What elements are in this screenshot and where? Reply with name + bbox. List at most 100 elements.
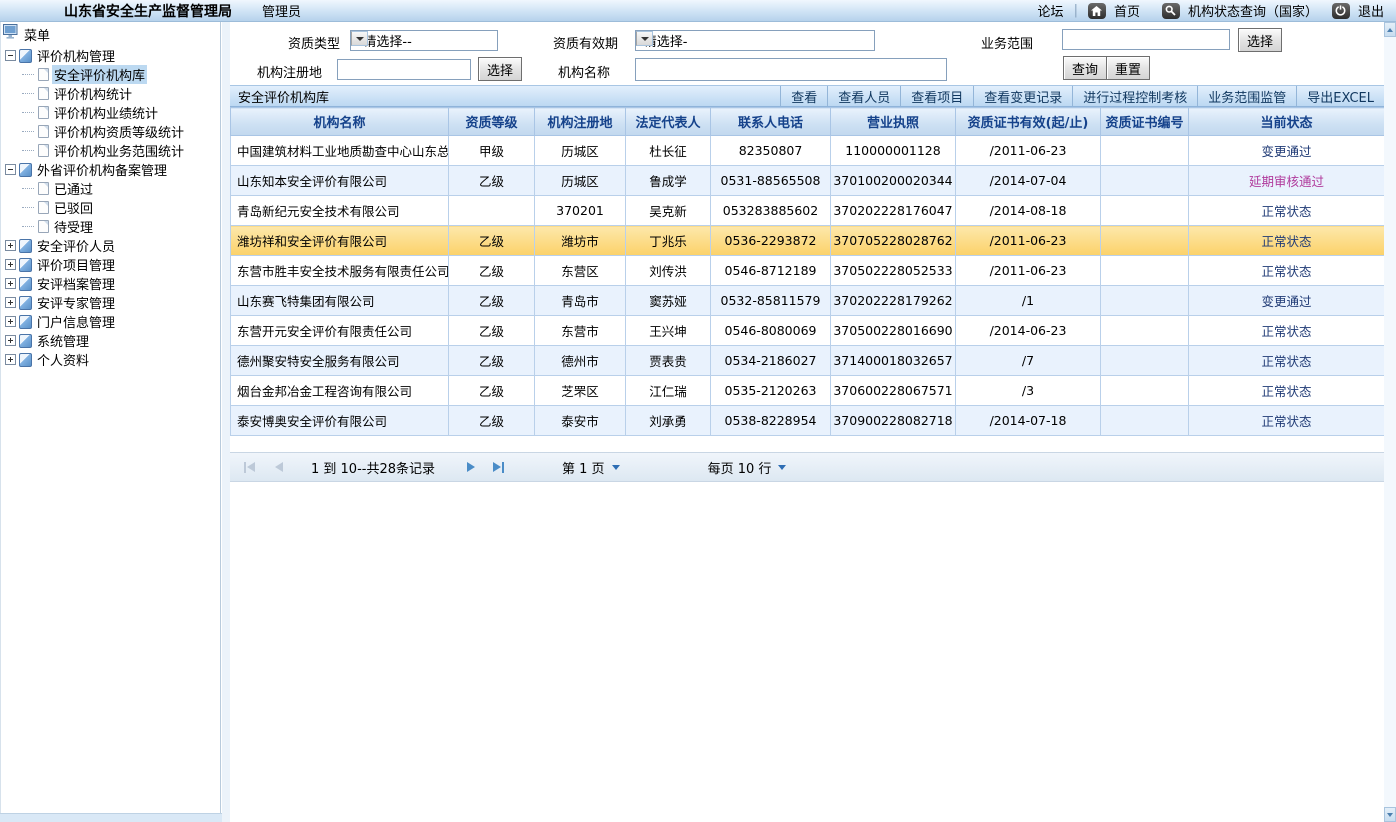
- tree-item[interactable]: 系统管理: [1, 331, 220, 350]
- tree-item[interactable]: 已通过: [1, 179, 220, 198]
- tree-item-label: 安评专家管理: [37, 297, 116, 312]
- cell-reg-place: 泰安市: [534, 405, 626, 436]
- cell-business-license: 370705228028762: [830, 225, 956, 256]
- collapse-icon[interactable]: [5, 164, 16, 175]
- last-page-icon[interactable]: [493, 461, 505, 473]
- toolbar-button[interactable]: 查看人员: [827, 86, 900, 106]
- col-header-qual-level[interactable]: 资质等级: [448, 107, 535, 136]
- chevron-down-icon[interactable]: [351, 31, 368, 46]
- table-row[interactable]: 中国建筑材料工业地质勘查中心山东总队 甲级 历城区 杜长征 82350807 110000…: [230, 135, 1385, 166]
- expand-icon[interactable]: [5, 278, 16, 289]
- col-header-reg-place[interactable]: 机构注册地: [534, 107, 626, 136]
- cell-legal-rep: 丁兆乐: [625, 225, 711, 256]
- col-header-legal-rep[interactable]: 法定代表人: [625, 107, 711, 136]
- search-icon[interactable]: [1161, 2, 1180, 19]
- expand-icon[interactable]: [5, 335, 16, 346]
- tree-item[interactable]: 安评专家管理: [1, 293, 220, 312]
- toolbar-button[interactable]: 查看变更记录: [973, 86, 1072, 106]
- scroll-up-icon[interactable]: [1384, 22, 1396, 37]
- col-header-business-license[interactable]: 营业执照: [830, 107, 956, 136]
- validity-select[interactable]: -请选择-: [635, 30, 875, 51]
- page-select[interactable]: 第 1 页: [562, 458, 620, 477]
- tree-item-label: 评价机构业务范围统计: [54, 145, 185, 160]
- collapse-icon[interactable]: [5, 50, 16, 61]
- toolbar-button[interactable]: 查看项目: [900, 86, 973, 106]
- divider: |: [1073, 3, 1078, 18]
- tree-item[interactable]: 评价项目管理: [1, 255, 220, 274]
- scope-input[interactable]: [1062, 29, 1230, 50]
- first-page-icon[interactable]: [244, 461, 255, 473]
- chevron-down-icon[interactable]: [636, 31, 653, 46]
- scope-label: 业务范围: [981, 37, 1034, 52]
- table-row[interactable]: 东营市胜丰安全技术服务有限责任公司 乙级 东营区 刘传洪 0546-8712189 370…: [230, 255, 1385, 286]
- col-header-cert-validity[interactable]: 资质证书有效(起/止): [955, 107, 1101, 136]
- col-header-contact-phone[interactable]: 联系人电话: [710, 107, 831, 136]
- toolbar-button[interactable]: 导出EXCEL: [1296, 86, 1384, 106]
- status-query-link[interactable]: 机构状态查询（国家）: [1187, 5, 1318, 20]
- query-button[interactable]: 查询: [1063, 56, 1108, 80]
- validity-label: 资质有效期: [553, 37, 619, 52]
- table-row[interactable]: 青岛新纪元安全技术有限公司 370201 吴克新 053283885602 370202…: [230, 195, 1385, 226]
- panel-splitter[interactable]: [222, 22, 230, 822]
- tree-item[interactable]: 安全评价机构库: [1, 65, 220, 84]
- cell-business-license: 370202228176047: [830, 195, 956, 226]
- tree-item[interactable]: 安评档案管理: [1, 274, 220, 293]
- tree-item-label: 系统管理: [37, 335, 90, 350]
- home-link[interactable]: 首页: [1113, 5, 1140, 20]
- cell-qual-level: 乙级: [448, 405, 535, 436]
- toolbar-button[interactable]: 业务范围监管: [1197, 86, 1296, 106]
- cell-qual-level: 乙级: [448, 375, 535, 406]
- reset-button[interactable]: 重置: [1106, 56, 1151, 80]
- forum-link[interactable]: 论坛: [1037, 5, 1064, 20]
- cell-reg-place: 东营区: [534, 255, 626, 286]
- table-row[interactable]: 山东赛飞特集团有限公司 乙级 青岛市 窦苏娅 0532-85811579 37020222…: [230, 285, 1385, 316]
- expand-icon[interactable]: [5, 354, 16, 365]
- cell-current-status: 正常状态: [1188, 405, 1385, 436]
- reg-place-select-button[interactable]: 选择: [478, 57, 523, 81]
- qual-type-select[interactable]: --请选择--: [350, 30, 498, 51]
- expand-icon[interactable]: [5, 240, 16, 251]
- page-icon: [38, 68, 49, 81]
- tree-item[interactable]: 已驳回: [1, 198, 220, 217]
- bottom-strip: [0, 813, 222, 822]
- expand-icon[interactable]: [5, 259, 16, 270]
- tree-item[interactable]: 个人资料: [1, 350, 220, 369]
- org-name-input[interactable]: [635, 58, 947, 81]
- tree-item[interactable]: 评价机构业绩统计: [1, 103, 220, 122]
- table-row[interactable]: 潍坊祥和安全评价有限公司 乙级 潍坊市 丁兆乐 0536-2293872 37070522…: [230, 225, 1385, 256]
- toolbar-button[interactable]: 查看: [780, 86, 827, 106]
- cell-qual-level: 乙级: [448, 255, 535, 286]
- tree-item[interactable]: 外省评价机构备案管理: [1, 160, 220, 179]
- col-header-cert-no[interactable]: 资质证书编号: [1100, 107, 1189, 136]
- reg-place-input[interactable]: [337, 59, 471, 80]
- table-row[interactable]: 泰安博奥安全评价有限公司 乙级 泰安市 刘承勇 0538-8228954 37090022…: [230, 405, 1385, 436]
- tree-item[interactable]: 待受理: [1, 217, 220, 236]
- tree-item-label: 已通过: [54, 183, 94, 198]
- tree-item[interactable]: 评价机构资质等级统计: [1, 122, 220, 141]
- tree-item[interactable]: 评价机构统计: [1, 84, 220, 103]
- tree-item[interactable]: 安全评价人员: [1, 236, 220, 255]
- scroll-down-icon[interactable]: [1384, 807, 1396, 822]
- expand-icon[interactable]: [5, 297, 16, 308]
- table-row[interactable]: 东营开元安全评价有限责任公司 乙级 东营市 王兴坤 0546-8080069 370500…: [230, 315, 1385, 346]
- tree-item[interactable]: 评价机构管理: [1, 46, 220, 65]
- col-header-current-status[interactable]: 当前状态: [1188, 107, 1385, 136]
- tree-item[interactable]: 门户信息管理: [1, 312, 220, 331]
- cell-business-license: 370502228052533: [830, 255, 956, 286]
- prev-page-icon[interactable]: [275, 462, 283, 472]
- table-row[interactable]: 烟台金邦冶金工程咨询有限公司 乙级 芝罘区 江仁瑞 0535-2120263 370600…: [230, 375, 1385, 406]
- home-icon[interactable]: [1087, 2, 1106, 19]
- table-row[interactable]: 山东知本安全评价有限公司 乙级 历城区 鲁成学 0531-88565508 3701002…: [230, 165, 1385, 196]
- power-icon[interactable]: [1331, 2, 1350, 19]
- vertical-scrollbar[interactable]: [1384, 22, 1396, 822]
- logout-link[interactable]: 退出: [1357, 5, 1384, 20]
- per-page-select[interactable]: 每页 10 行: [708, 458, 787, 477]
- cell-legal-rep: 杜长征: [625, 135, 711, 166]
- expand-icon[interactable]: [5, 316, 16, 327]
- toolbar-button[interactable]: 进行过程控制考核: [1072, 86, 1197, 106]
- tree-item[interactable]: 评价机构业务范围统计: [1, 141, 220, 160]
- col-header-org-name[interactable]: 机构名称: [230, 107, 449, 136]
- next-page-icon[interactable]: [467, 462, 476, 472]
- scope-select-button[interactable]: 选择: [1238, 28, 1283, 52]
- table-row[interactable]: 德州聚安特安全服务有限公司 乙级 德州市 贾表贵 0534-2186027 3714000…: [230, 345, 1385, 376]
